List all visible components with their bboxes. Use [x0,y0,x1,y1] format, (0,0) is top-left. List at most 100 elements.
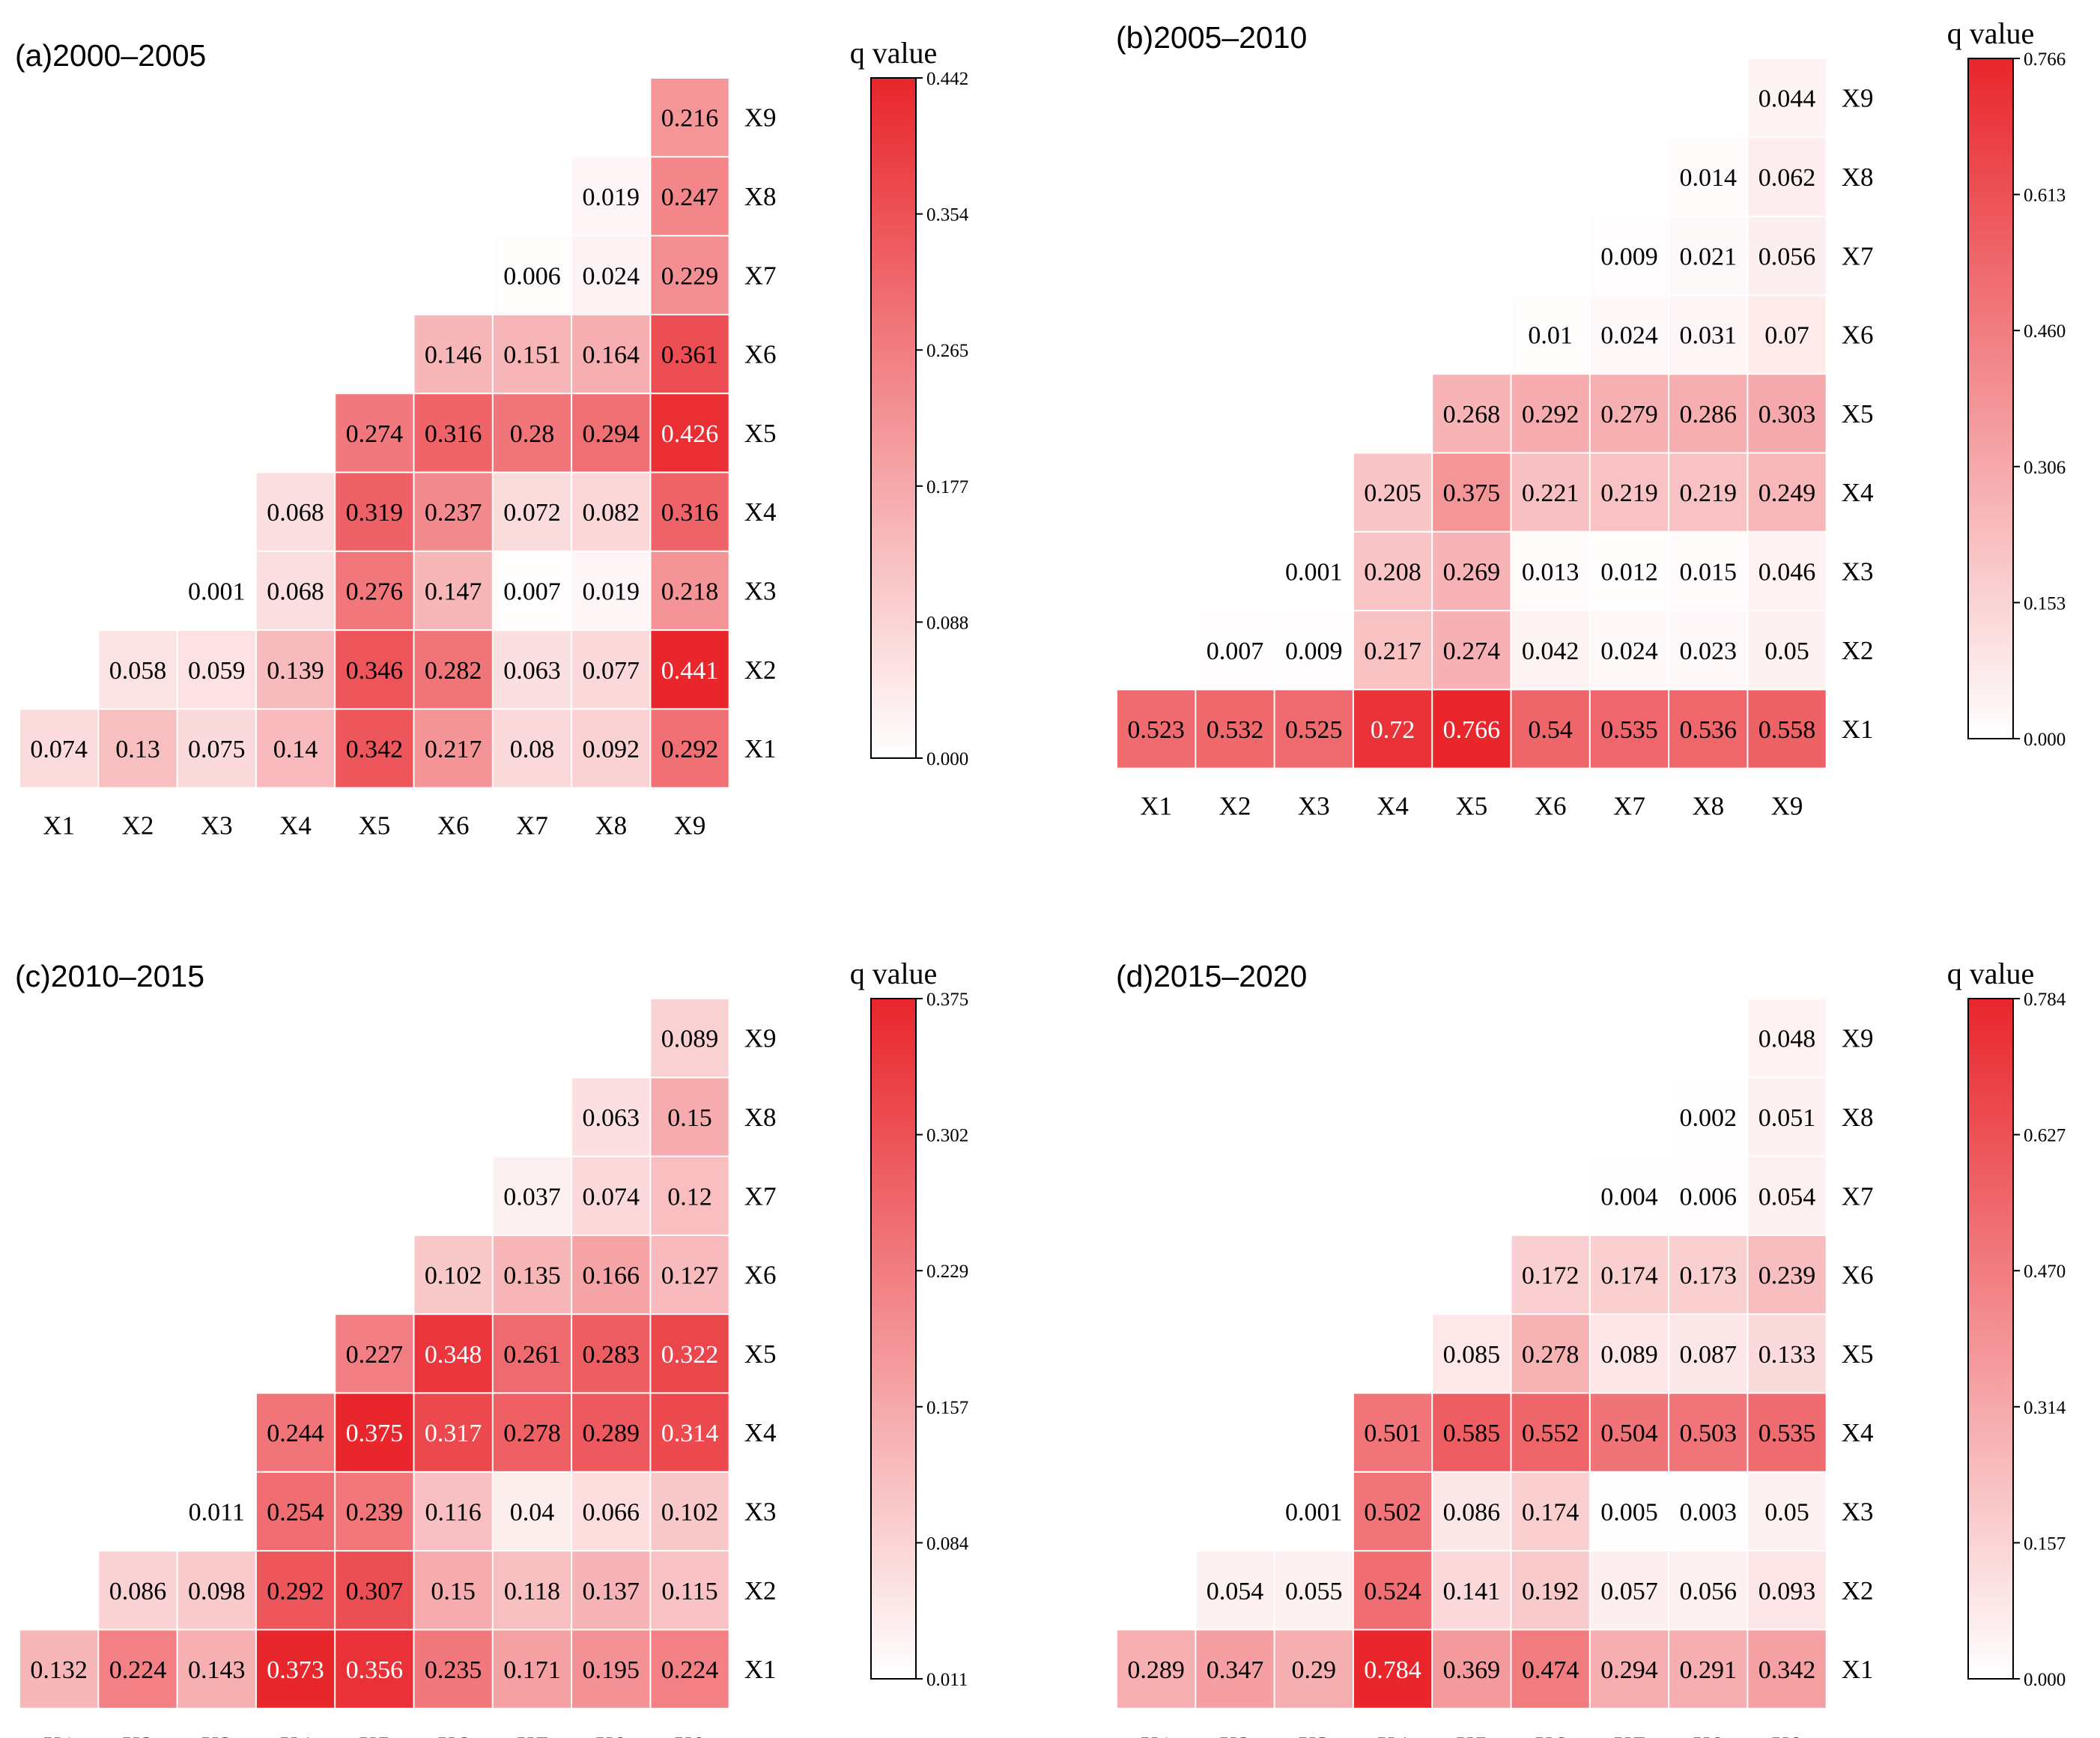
heatmap-cell [493,631,571,709]
cell-value-label: 0.552 [1522,1420,1579,1447]
cell-value-label: 0.075 [188,736,246,763]
heatmap-cell [20,1630,98,1708]
colorbar-tick-label: 0.084 [926,1533,969,1554]
cell-value-label: 0.007 [503,578,561,605]
heatmap-cell [1748,1315,1826,1393]
cell-value-label: 0.303 [1758,401,1816,429]
heatmap-cell [572,157,650,235]
cell-value-label: 0.373 [267,1656,324,1684]
x-tick-label: X3 [1298,1732,1330,1738]
cell-value-label: 0.127 [661,1262,719,1290]
x-tick-label: X3 [1298,792,1330,821]
cell-value-label: 0.14 [273,736,318,763]
cell-value-label: 0.316 [661,499,719,527]
cell-value-label: 0.07 [1764,322,1809,350]
cell-value-label: 0.314 [661,1420,719,1447]
cell-value-label: 0.072 [503,499,561,527]
cell-value-label: 0.062 [1758,164,1816,192]
heatmap-cell [336,1551,413,1629]
heatmap-cell [177,1630,255,1708]
colorbar-tick-label: 0.627 [2024,1126,2066,1146]
y-tick-label: X9 [744,1024,777,1053]
cell-value-label: 0.037 [503,1183,561,1211]
colorbar-tick-label: 0.375 [926,990,968,1010]
y-tick-label: X1 [1842,715,1874,744]
x-tick-label: X8 [1692,792,1724,821]
colorbar-tick-label: 0.177 [926,477,968,497]
x-tick-label: X4 [1377,792,1409,821]
y-tick-label: X5 [1842,1339,1874,1369]
heatmap-cell [1748,138,1826,216]
heatmap-cell [651,1078,729,1156]
heatmap-cell [1748,1393,1826,1471]
colorbar-gradient [870,998,917,1680]
heatmap-cell [177,709,255,787]
heatmap-cell [1196,690,1274,768]
y-tick-label: X2 [744,1576,777,1605]
heatmap-cell [336,1630,413,1708]
y-tick-label: X8 [744,1103,777,1132]
heatmap-cell [1353,532,1432,611]
x-tick-label: X2 [1219,1732,1251,1738]
cell-value-label: 0.137 [583,1578,640,1605]
heatmap-cell [1433,1551,1511,1629]
cell-value-label: 0.426 [661,420,719,448]
cell-value-label: 0.019 [583,578,640,605]
cell-value-label: 0.54 [1528,716,1573,744]
heatmap-cell [414,1235,492,1314]
cell-value-label: 0.289 [1127,1656,1185,1684]
heatmap-cell [414,1472,492,1551]
cell-value-label: 0.086 [1443,1498,1501,1526]
heatmap-cell [572,315,650,393]
x-tick-label: X8 [1692,1732,1724,1738]
y-tick-label: X2 [1842,1576,1874,1605]
cell-value-label: 0.369 [1443,1656,1501,1684]
cell-value-label: 0.051 [1758,1104,1816,1132]
heatmap-cell [1590,1235,1669,1314]
heatmap-cell [99,631,177,709]
cell-value-label: 0.535 [1600,716,1658,744]
heatmap-cell [177,1472,255,1551]
cell-value-label: 0.005 [1600,1498,1658,1526]
cell-value-label: 0.279 [1600,401,1658,429]
heatmap-cell [1590,690,1669,768]
cell-value-label: 0.247 [661,184,719,211]
colorbar-title: q value [1947,16,2035,50]
cell-value-label: 0.087 [1680,1341,1738,1369]
heatmap-cell [414,315,492,393]
cell-value-label: 0.012 [1600,558,1658,586]
heatmap-cell [20,709,98,787]
heatmap-cell [493,1235,571,1314]
cell-value-label: 0.249 [1758,479,1816,507]
heatmap-cell [1511,1315,1589,1393]
cell-value-label: 0.72 [1371,716,1415,744]
heatmap-cell [1748,375,1826,452]
heatmap-cell [1511,453,1589,531]
heatmap-cell [1748,999,1826,1077]
colorbar-title: q value [850,36,938,70]
heatmap-cell [572,1472,650,1551]
x-tick-label: X9 [674,811,706,841]
heatmap-cell [1511,1235,1589,1314]
cell-value-label: 0.15 [667,1104,712,1132]
heatmap-cell [1669,1078,1747,1156]
cell-value-label: 0.217 [425,736,482,763]
heatmap-cell [1590,1157,1669,1235]
cell-value-label: 0.086 [109,1578,167,1605]
heatmap-cell [1511,1630,1589,1708]
cell-value-label: 0.269 [1443,558,1501,586]
x-tick-label: X5 [1455,1732,1487,1738]
y-tick-label: X9 [1842,1024,1874,1053]
heatmap-cell [572,1157,650,1235]
heatmap-cell [1590,611,1669,689]
cell-value-label: 0.205 [1364,479,1421,507]
heatmap-cell [493,394,571,472]
heatmap-cell [1590,1551,1669,1629]
y-tick-label: X3 [744,1497,777,1526]
heatmap-cell [1433,375,1511,452]
heatmap-cell [651,1472,729,1551]
cell-value-label: 0.192 [1522,1578,1579,1605]
colorbar-tick-label: 0.229 [926,1262,968,1282]
colorbar-tick-label: 0.157 [2024,1533,2066,1554]
